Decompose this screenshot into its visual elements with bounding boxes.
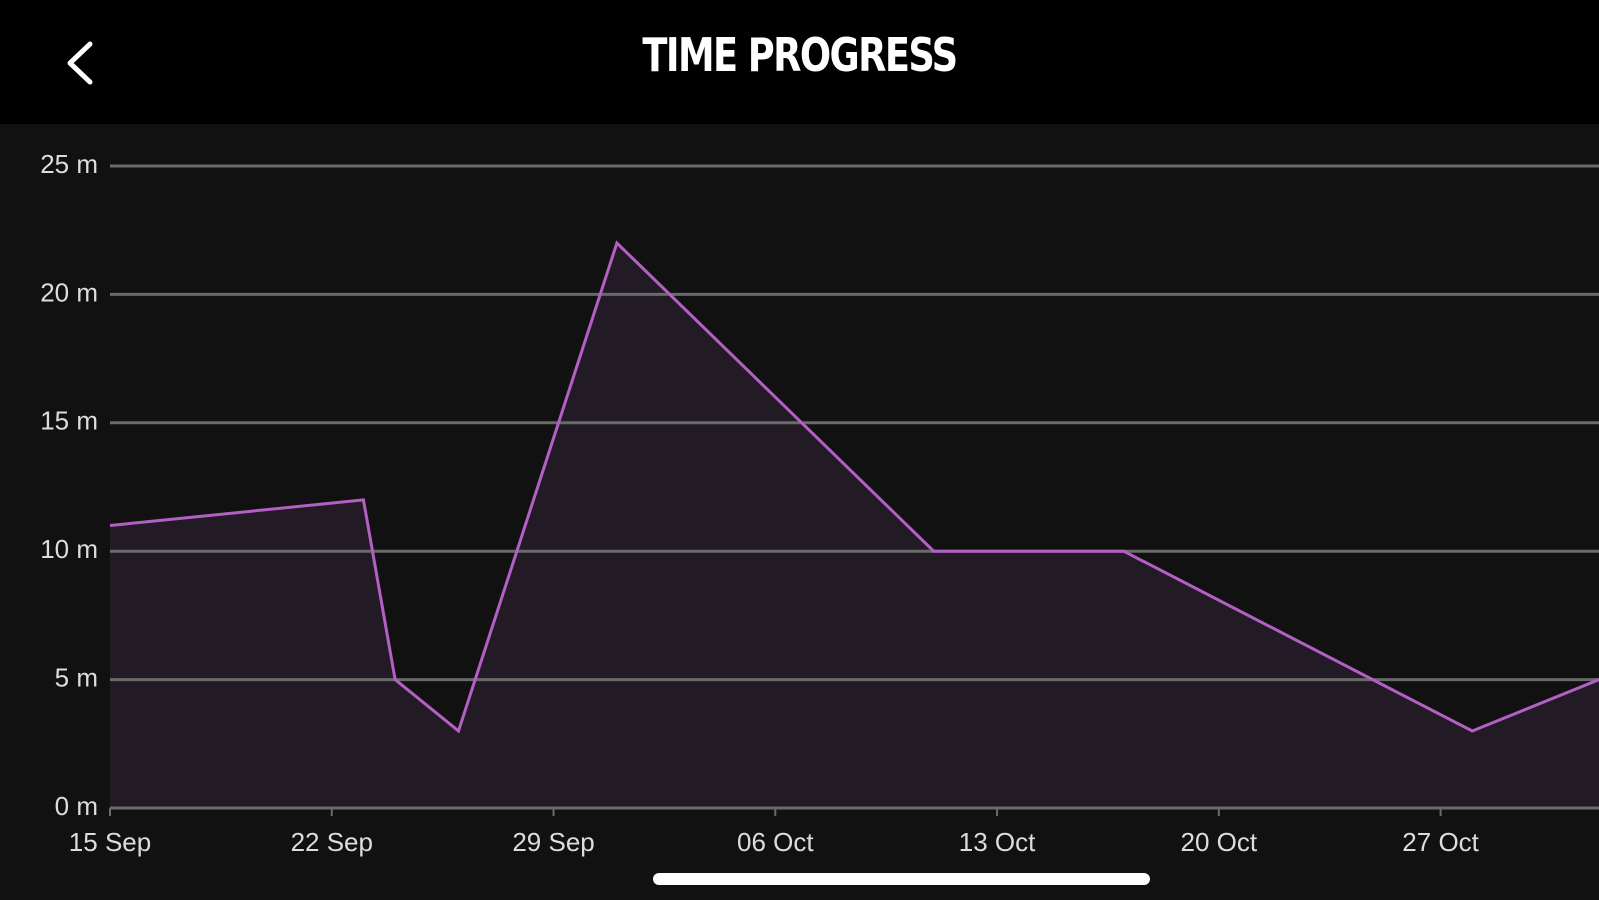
- back-button[interactable]: [0, 0, 160, 124]
- header: TIME PROGRESS: [0, 0, 1599, 124]
- x-tick-label: 27 Oct: [1402, 827, 1479, 857]
- y-tick-label: 15 m: [40, 406, 98, 436]
- y-tick-label: 10 m: [40, 534, 98, 564]
- x-tick-label: 29 Sep: [512, 827, 594, 857]
- x-tick-label: 15 Sep: [69, 827, 151, 857]
- line: [109, 240, 1599, 734]
- page-title: TIME PROGRESS: [642, 28, 958, 82]
- x-tick-label: 13 Oct: [959, 827, 1036, 857]
- x-tick-label: 22 Sep: [291, 827, 373, 857]
- y-tick-label: 5 m: [55, 662, 98, 692]
- x-tick-label: 06 Oct: [737, 827, 814, 857]
- y-tick-label: 20 m: [40, 277, 98, 307]
- area-fill: [110, 243, 1599, 809]
- x-tick-label: 20 Oct: [1181, 827, 1258, 857]
- home-indicator: [653, 873, 1150, 885]
- back-icon[interactable]: [67, 41, 93, 85]
- y-tick-label: 25 m: [40, 149, 98, 179]
- y-tick-label: 0 m: [55, 791, 98, 821]
